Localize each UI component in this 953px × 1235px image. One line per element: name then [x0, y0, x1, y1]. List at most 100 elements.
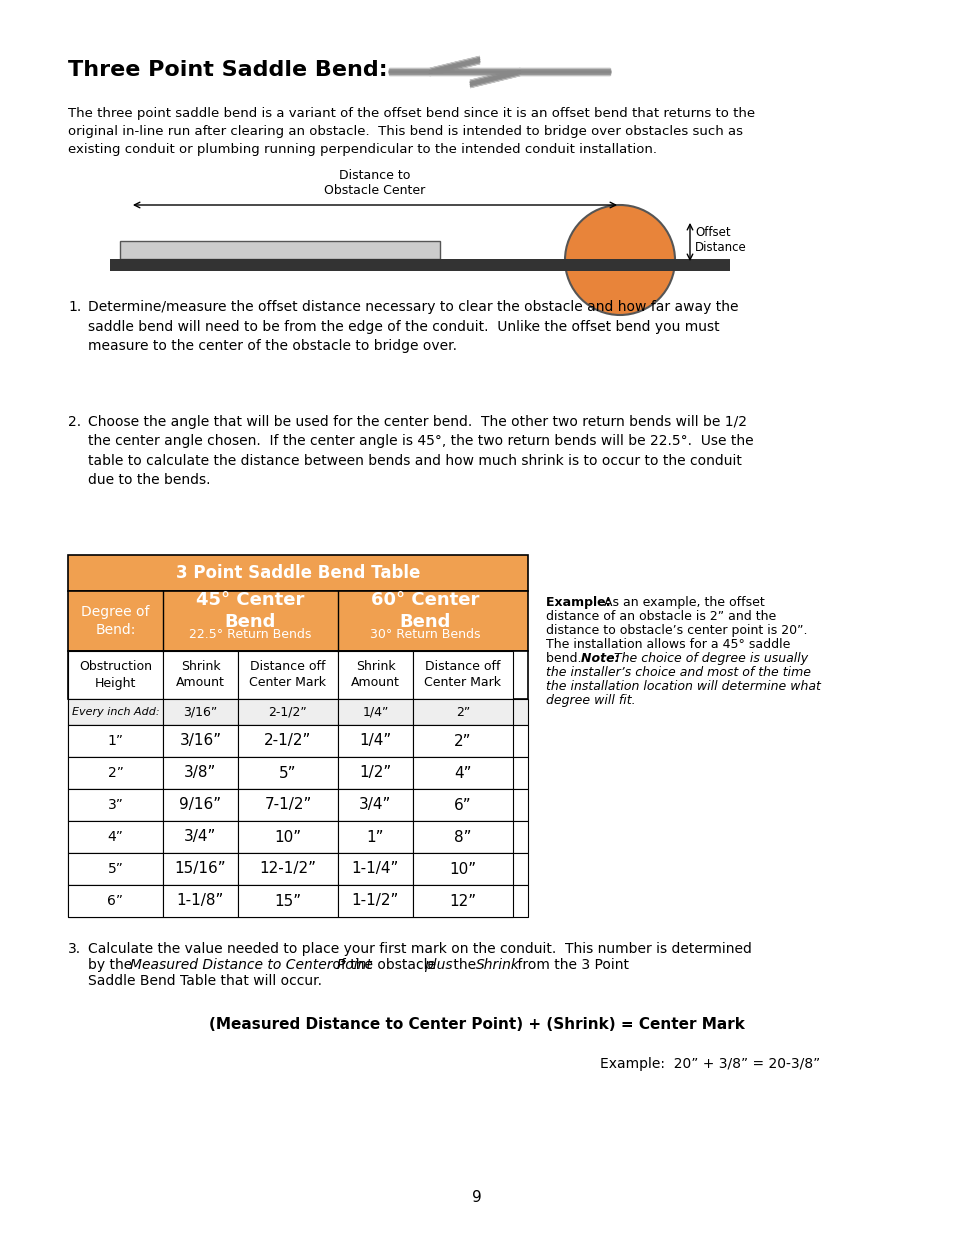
- Text: the installer’s choice and most of the time: the installer’s choice and most of the t…: [545, 666, 810, 679]
- Bar: [337, 699, 413, 725]
- Text: plus: plus: [423, 958, 452, 972]
- Bar: [68, 821, 527, 853]
- Text: Choose the angle that will be used for the center bend.  The other two return be: Choose the angle that will be used for t…: [88, 415, 753, 488]
- Text: Distance off
Center Mark: Distance off Center Mark: [250, 661, 326, 689]
- Text: 3/16”: 3/16”: [183, 705, 217, 719]
- Text: 6”: 6”: [454, 798, 472, 813]
- Bar: [337, 651, 413, 699]
- Text: (Measured Distance to Center Point) + (Shrink) = Center Mark: (Measured Distance to Center Point) + (S…: [209, 1016, 744, 1032]
- Text: 1-1/8”: 1-1/8”: [176, 893, 224, 909]
- Text: Distance to
Obstacle Center: Distance to Obstacle Center: [324, 169, 425, 198]
- Text: Saddle Bend Table that will occur.: Saddle Bend Table that will occur.: [88, 974, 322, 988]
- Text: 3/4”: 3/4”: [184, 830, 216, 845]
- Text: degree will fit.: degree will fit.: [545, 694, 635, 706]
- Bar: [68, 789, 527, 821]
- Bar: [68, 757, 527, 789]
- Bar: [163, 757, 237, 789]
- Bar: [68, 699, 163, 725]
- Bar: [413, 853, 513, 885]
- Bar: [68, 592, 527, 651]
- Text: bend.: bend.: [545, 652, 589, 664]
- Text: 30° Return Bends: 30° Return Bends: [370, 629, 480, 641]
- Bar: [68, 789, 163, 821]
- Bar: [237, 699, 337, 725]
- Text: Note:: Note:: [580, 652, 623, 664]
- Text: 5”: 5”: [108, 862, 123, 876]
- Text: 2.: 2.: [68, 415, 81, 429]
- Text: 10”: 10”: [449, 862, 476, 877]
- Text: 1/4”: 1/4”: [362, 705, 388, 719]
- Bar: [68, 885, 163, 918]
- Text: Three Point Saddle Bend:: Three Point Saddle Bend:: [68, 61, 387, 80]
- Bar: [337, 757, 413, 789]
- Text: 2-1/2”: 2-1/2”: [264, 734, 312, 748]
- Text: 5”: 5”: [279, 766, 296, 781]
- Text: 3.: 3.: [68, 942, 81, 956]
- Text: the: the: [449, 958, 480, 972]
- Text: by the: by the: [88, 958, 136, 972]
- Bar: [110, 259, 729, 270]
- Bar: [237, 725, 337, 757]
- Text: 1”: 1”: [366, 830, 384, 845]
- Text: 1”: 1”: [108, 734, 123, 748]
- Bar: [413, 757, 513, 789]
- Text: As an example, the offset: As an example, the offset: [603, 597, 764, 609]
- Text: 12”: 12”: [449, 893, 476, 909]
- Bar: [163, 853, 237, 885]
- Text: 2”: 2”: [456, 705, 470, 719]
- Text: 15”: 15”: [274, 893, 301, 909]
- Bar: [163, 699, 237, 725]
- Bar: [237, 821, 337, 853]
- Bar: [68, 853, 527, 885]
- Bar: [68, 725, 527, 757]
- Text: 4”: 4”: [108, 830, 123, 844]
- Text: Degree of
Bend:: Degree of Bend:: [81, 605, 150, 637]
- Bar: [337, 789, 413, 821]
- Text: Determine/measure the offset distance necessary to clear the obstacle and how fa: Determine/measure the offset distance ne…: [88, 300, 738, 353]
- Text: 1.: 1.: [68, 300, 81, 314]
- Bar: [163, 725, 237, 757]
- Text: from the 3 Point: from the 3 Point: [513, 958, 628, 972]
- Text: 9: 9: [472, 1191, 481, 1205]
- Text: Measured Distance to Center Point: Measured Distance to Center Point: [130, 958, 372, 972]
- Text: 3 Point Saddle Bend Table: 3 Point Saddle Bend Table: [175, 564, 419, 582]
- Bar: [413, 789, 513, 821]
- Bar: [337, 725, 413, 757]
- Bar: [413, 725, 513, 757]
- Text: Offset
Distance: Offset Distance: [695, 226, 746, 254]
- Bar: [237, 651, 337, 699]
- Bar: [163, 885, 237, 918]
- Bar: [68, 555, 527, 592]
- Bar: [163, 789, 237, 821]
- Bar: [68, 699, 527, 725]
- Bar: [413, 699, 513, 725]
- Text: 9/16”: 9/16”: [179, 798, 221, 813]
- Bar: [237, 789, 337, 821]
- Bar: [68, 651, 527, 699]
- Text: 3”: 3”: [108, 798, 123, 811]
- Text: The three point saddle bend is a variant of the offset bend since it is an offse: The three point saddle bend is a variant…: [68, 107, 755, 156]
- Text: of the obstacle: of the obstacle: [328, 958, 440, 972]
- Text: 4”: 4”: [454, 766, 471, 781]
- Bar: [237, 757, 337, 789]
- Bar: [413, 651, 513, 699]
- Text: 60° Center
Bend: 60° Center Bend: [371, 590, 479, 631]
- Bar: [413, 885, 513, 918]
- Text: Every inch Add:: Every inch Add:: [71, 706, 159, 718]
- Text: 1/4”: 1/4”: [359, 734, 392, 748]
- Text: 1-1/4”: 1-1/4”: [352, 862, 398, 877]
- Text: 3/16”: 3/16”: [179, 734, 221, 748]
- Bar: [68, 853, 163, 885]
- Bar: [163, 651, 237, 699]
- Text: 2”: 2”: [454, 734, 471, 748]
- Text: Distance off
Center Mark: Distance off Center Mark: [424, 661, 501, 689]
- Text: 7-1/2”: 7-1/2”: [264, 798, 312, 813]
- Bar: [237, 885, 337, 918]
- Text: 1-1/2”: 1-1/2”: [352, 893, 398, 909]
- Text: 8”: 8”: [454, 830, 471, 845]
- Text: The choice of degree is usually: The choice of degree is usually: [614, 652, 807, 664]
- Text: 15/16”: 15/16”: [174, 862, 226, 877]
- Bar: [237, 853, 337, 885]
- Bar: [68, 757, 163, 789]
- Text: 45° Center
Bend: 45° Center Bend: [196, 590, 304, 631]
